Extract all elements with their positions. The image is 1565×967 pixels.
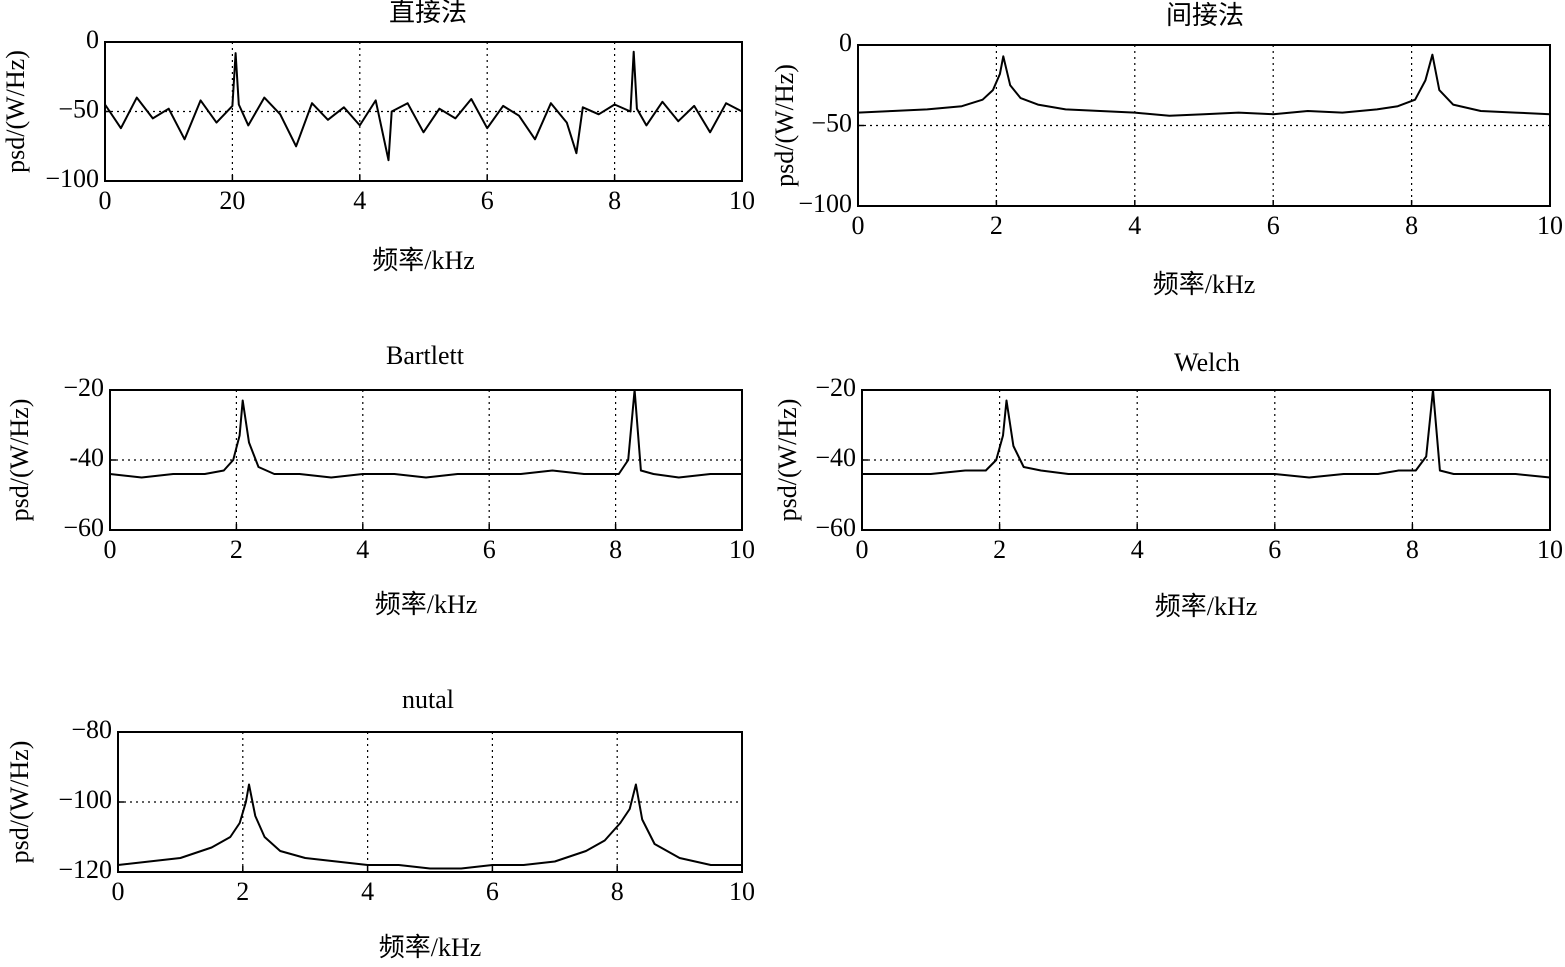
x-tick-label: 4 xyxy=(1131,535,1144,564)
subplot: Bartlett 频率/kHz psd/(W/Hz) 0 2 4 6 8 10 −60 -40 −20 xyxy=(5,341,755,619)
x-tick-label: 2 xyxy=(993,535,1006,564)
subplot: nutal 频率/kHz psd/(W/Hz) 0 2 4 6 8 10 −120 −100 −80 xyxy=(5,685,755,962)
y-tick-label: −120 xyxy=(58,855,112,884)
x-tick-label: 0 xyxy=(852,211,865,240)
subplot-title: 间接法 xyxy=(1166,1,1244,30)
x-tick-label: 6 xyxy=(1267,211,1280,240)
plot-frame xyxy=(857,44,1551,207)
plot-frame xyxy=(109,389,743,531)
x-tick-label: 10 xyxy=(729,186,755,215)
y-axis-label: psd/(W/Hz) xyxy=(1,50,30,173)
x-tick-label: 4 xyxy=(361,877,374,906)
x-tick-label: 6 xyxy=(483,535,496,564)
x-tick-label: 10 xyxy=(1537,211,1563,240)
y-tick-label: -40 xyxy=(69,443,104,472)
x-tick-label: 2 xyxy=(990,211,1003,240)
y-tick-label: −100 xyxy=(798,189,852,218)
y-tick-label: −80 xyxy=(71,715,112,744)
y-tick-label: −100 xyxy=(58,785,112,814)
x-tick-label: 0 xyxy=(104,535,117,564)
y-tick-label: −20 xyxy=(63,373,104,402)
y-tick-label: −50 xyxy=(811,108,852,137)
y-tick-label: −20 xyxy=(815,373,856,402)
x-tick-label: 6 xyxy=(1268,535,1281,564)
psd-line xyxy=(117,783,742,870)
plot-frame xyxy=(861,389,1551,531)
y-tick-label: 0 xyxy=(839,28,852,57)
psd-line xyxy=(857,53,1551,117)
x-tick-label: 0 xyxy=(99,186,112,215)
x-axis-label: 频率/kHz xyxy=(1155,592,1258,621)
y-axis-label: psd/(W/Hz) xyxy=(5,399,34,522)
x-tick-label: 10 xyxy=(1537,535,1563,564)
x-tick-label: 0 xyxy=(112,877,125,906)
x-tick-label: 8 xyxy=(608,186,621,215)
psd-line xyxy=(109,389,742,479)
y-tick-label: −60 xyxy=(815,513,856,542)
x-tick-label: 10 xyxy=(729,877,755,906)
x-tick-label: 2 xyxy=(236,877,249,906)
y-axis-label: psd/(W/Hz) xyxy=(770,64,799,187)
psd-line xyxy=(862,389,1551,479)
y-tick-label: −50 xyxy=(58,94,99,123)
subplot-title: Welch xyxy=(1174,348,1240,377)
x-tick-label: 4 xyxy=(353,186,366,215)
x-tick-label: 10 xyxy=(729,535,755,564)
y-tick-label: −60 xyxy=(63,513,104,542)
x-axis-label: 频率/kHz xyxy=(1153,270,1256,299)
subplot-title: 直接法 xyxy=(389,0,467,27)
x-tick-label: 8 xyxy=(1405,211,1418,240)
y-tick-label: 0 xyxy=(86,25,99,54)
x-axis-label: 频率/kHz xyxy=(375,590,478,619)
y-axis-label: psd/(W/Hz) xyxy=(773,399,802,522)
x-tick-label: 4 xyxy=(356,535,369,564)
subplot: Welch 频率/kHz psd/(W/Hz) 0 2 4 6 8 10 −60 −40 −20 xyxy=(773,348,1563,621)
psd-line xyxy=(104,50,743,162)
subplot-title: Bartlett xyxy=(386,341,465,370)
x-tick-label: 6 xyxy=(481,186,494,215)
y-tick-label: −40 xyxy=(815,443,856,472)
x-tick-label: 8 xyxy=(609,535,622,564)
plot-frame xyxy=(117,731,743,873)
x-axis-label: 频率/kHz xyxy=(379,933,482,962)
x-tick-label: 8 xyxy=(1406,535,1419,564)
x-tick-label: 8 xyxy=(611,877,624,906)
subplot-title: nutal xyxy=(402,685,454,714)
x-tick-label: 6 xyxy=(486,877,499,906)
x-tick-label: 2 xyxy=(230,535,243,564)
x-tick-label: 20 xyxy=(219,186,245,215)
x-tick-label: 0 xyxy=(856,535,869,564)
plot-frame xyxy=(104,41,743,182)
x-axis-label: 频率/kHz xyxy=(372,246,475,275)
y-axis-label: psd/(W/Hz) xyxy=(5,741,34,864)
x-tick-label: 4 xyxy=(1128,211,1141,240)
y-tick-label: −100 xyxy=(45,164,99,193)
